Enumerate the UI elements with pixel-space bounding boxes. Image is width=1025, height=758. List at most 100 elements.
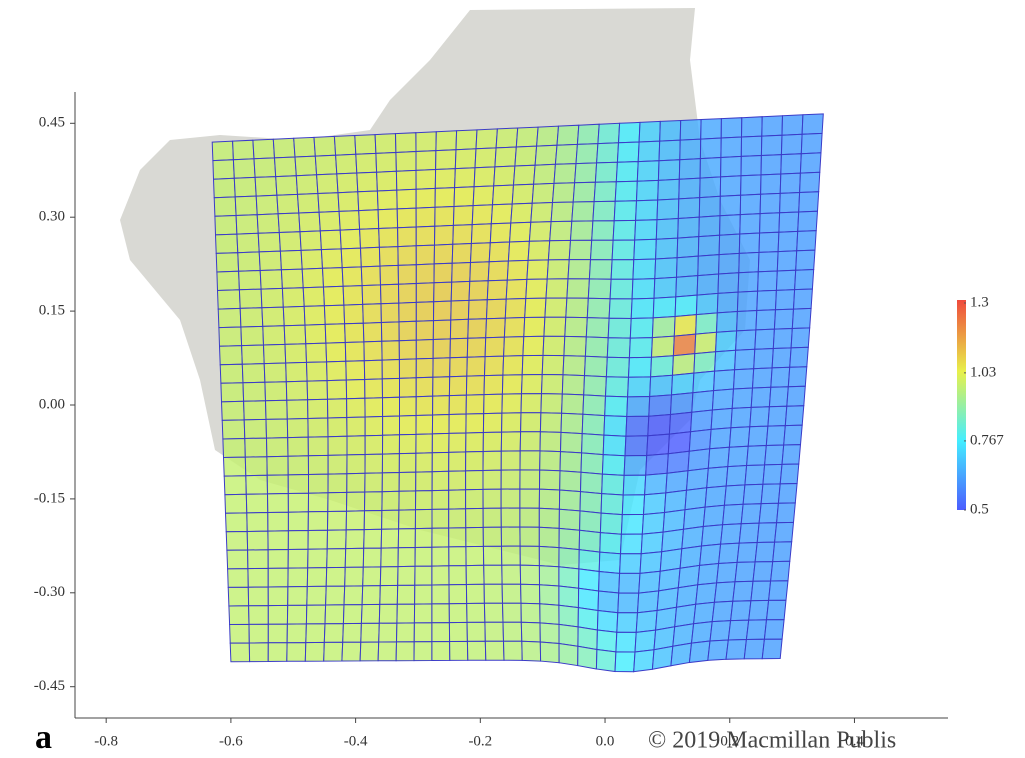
mesh-cell (763, 464, 782, 484)
mesh-cell (609, 299, 632, 319)
mesh-cell (309, 474, 329, 493)
mesh-cell (488, 261, 508, 281)
mesh-cell (561, 413, 583, 433)
mesh-cell (288, 475, 308, 494)
mesh-cell (516, 127, 538, 147)
mesh-cell (466, 546, 484, 565)
mesh-cell (466, 565, 484, 584)
mesh-cell (639, 121, 660, 142)
mesh-cell (432, 415, 449, 434)
mesh-cell (619, 122, 641, 142)
mesh-cell (553, 183, 575, 203)
mesh-cell (495, 147, 516, 167)
mesh-cell (792, 308, 811, 328)
mesh-cell (790, 347, 809, 367)
mesh-cell (468, 319, 487, 339)
mesh-cell (594, 182, 616, 202)
mesh-cell (700, 544, 721, 565)
mesh-cell (218, 290, 241, 309)
mesh-cell (542, 375, 564, 395)
mesh-cell (602, 474, 624, 495)
mesh-cell (308, 418, 328, 437)
mesh-cell (416, 415, 433, 434)
mesh-cell (595, 162, 617, 182)
mesh-cell (226, 532, 247, 551)
mesh-cell (728, 446, 748, 466)
mesh-cell (304, 306, 325, 325)
mesh-cell (300, 231, 321, 251)
mesh-cell (396, 170, 416, 190)
mesh-cell (381, 303, 399, 322)
mesh-cell (741, 136, 762, 156)
mesh-cell (745, 465, 765, 485)
mesh-cell (288, 512, 308, 531)
mesh-cell (759, 232, 779, 252)
mesh-cell (702, 525, 723, 546)
mesh-cell (625, 436, 648, 456)
mesh-cell (416, 170, 436, 190)
mesh-cell (738, 272, 758, 292)
mesh-cell (678, 565, 699, 587)
mesh-cell (259, 251, 281, 270)
mesh-cell (415, 585, 432, 604)
mesh-cell (585, 356, 608, 377)
mesh-cell (520, 565, 539, 585)
mesh-cell (716, 331, 737, 352)
mesh-cell (652, 317, 675, 338)
mesh-cell (658, 160, 679, 181)
mesh-cell (542, 355, 564, 374)
mesh-cell (494, 166, 515, 186)
mesh-cell (341, 248, 361, 268)
mesh-cell (797, 231, 817, 251)
mesh-cell (342, 267, 362, 286)
mesh-cell (642, 513, 664, 535)
mesh-cell (694, 602, 715, 623)
mesh-cell (449, 528, 466, 547)
mesh-cell (543, 336, 565, 355)
mesh-cell (560, 471, 581, 492)
mesh-cell (749, 600, 769, 620)
mesh-cell (605, 396, 628, 416)
mesh-cell (611, 260, 634, 280)
mesh-cell (358, 191, 378, 211)
mesh-cell (268, 624, 287, 643)
mesh-cell (584, 376, 607, 397)
mesh-cell (325, 324, 345, 343)
mesh-cell (632, 279, 655, 299)
mesh-cell (321, 249, 342, 268)
mesh-cell (233, 159, 255, 179)
mesh-cell (777, 251, 796, 271)
mesh-cell (213, 160, 234, 180)
mesh-cell (717, 312, 738, 333)
mesh-cell (675, 604, 696, 627)
mesh-cell (501, 489, 520, 508)
mesh-cell (288, 568, 308, 587)
mesh-cell (288, 493, 308, 512)
mesh-cell (563, 356, 585, 376)
mesh-cell (620, 554, 642, 574)
mesh-cell (382, 341, 400, 360)
mesh-cell (415, 509, 432, 528)
mesh-cell (559, 548, 579, 569)
mesh-cell (653, 297, 676, 318)
mesh-cell (559, 490, 580, 511)
mesh-cell (489, 242, 509, 262)
mesh-cell (303, 287, 324, 306)
mesh-cell (637, 161, 659, 182)
mesh-cell (502, 584, 521, 603)
mesh-cell (455, 149, 476, 169)
mesh-cell (243, 382, 266, 401)
mesh-cell (761, 135, 782, 155)
mesh-cell (324, 286, 344, 305)
x-tick-label: -0.2 (468, 733, 492, 749)
mesh-cell (483, 489, 501, 508)
mesh-cell (436, 131, 457, 151)
mesh-cell (501, 451, 520, 470)
mesh-cell (400, 378, 417, 397)
mesh-cell (416, 188, 435, 208)
mesh-cell (520, 527, 539, 546)
mesh-cell (631, 298, 654, 318)
mesh-cell (502, 413, 521, 432)
mesh-cell (504, 641, 523, 660)
mesh-cell (796, 250, 815, 270)
